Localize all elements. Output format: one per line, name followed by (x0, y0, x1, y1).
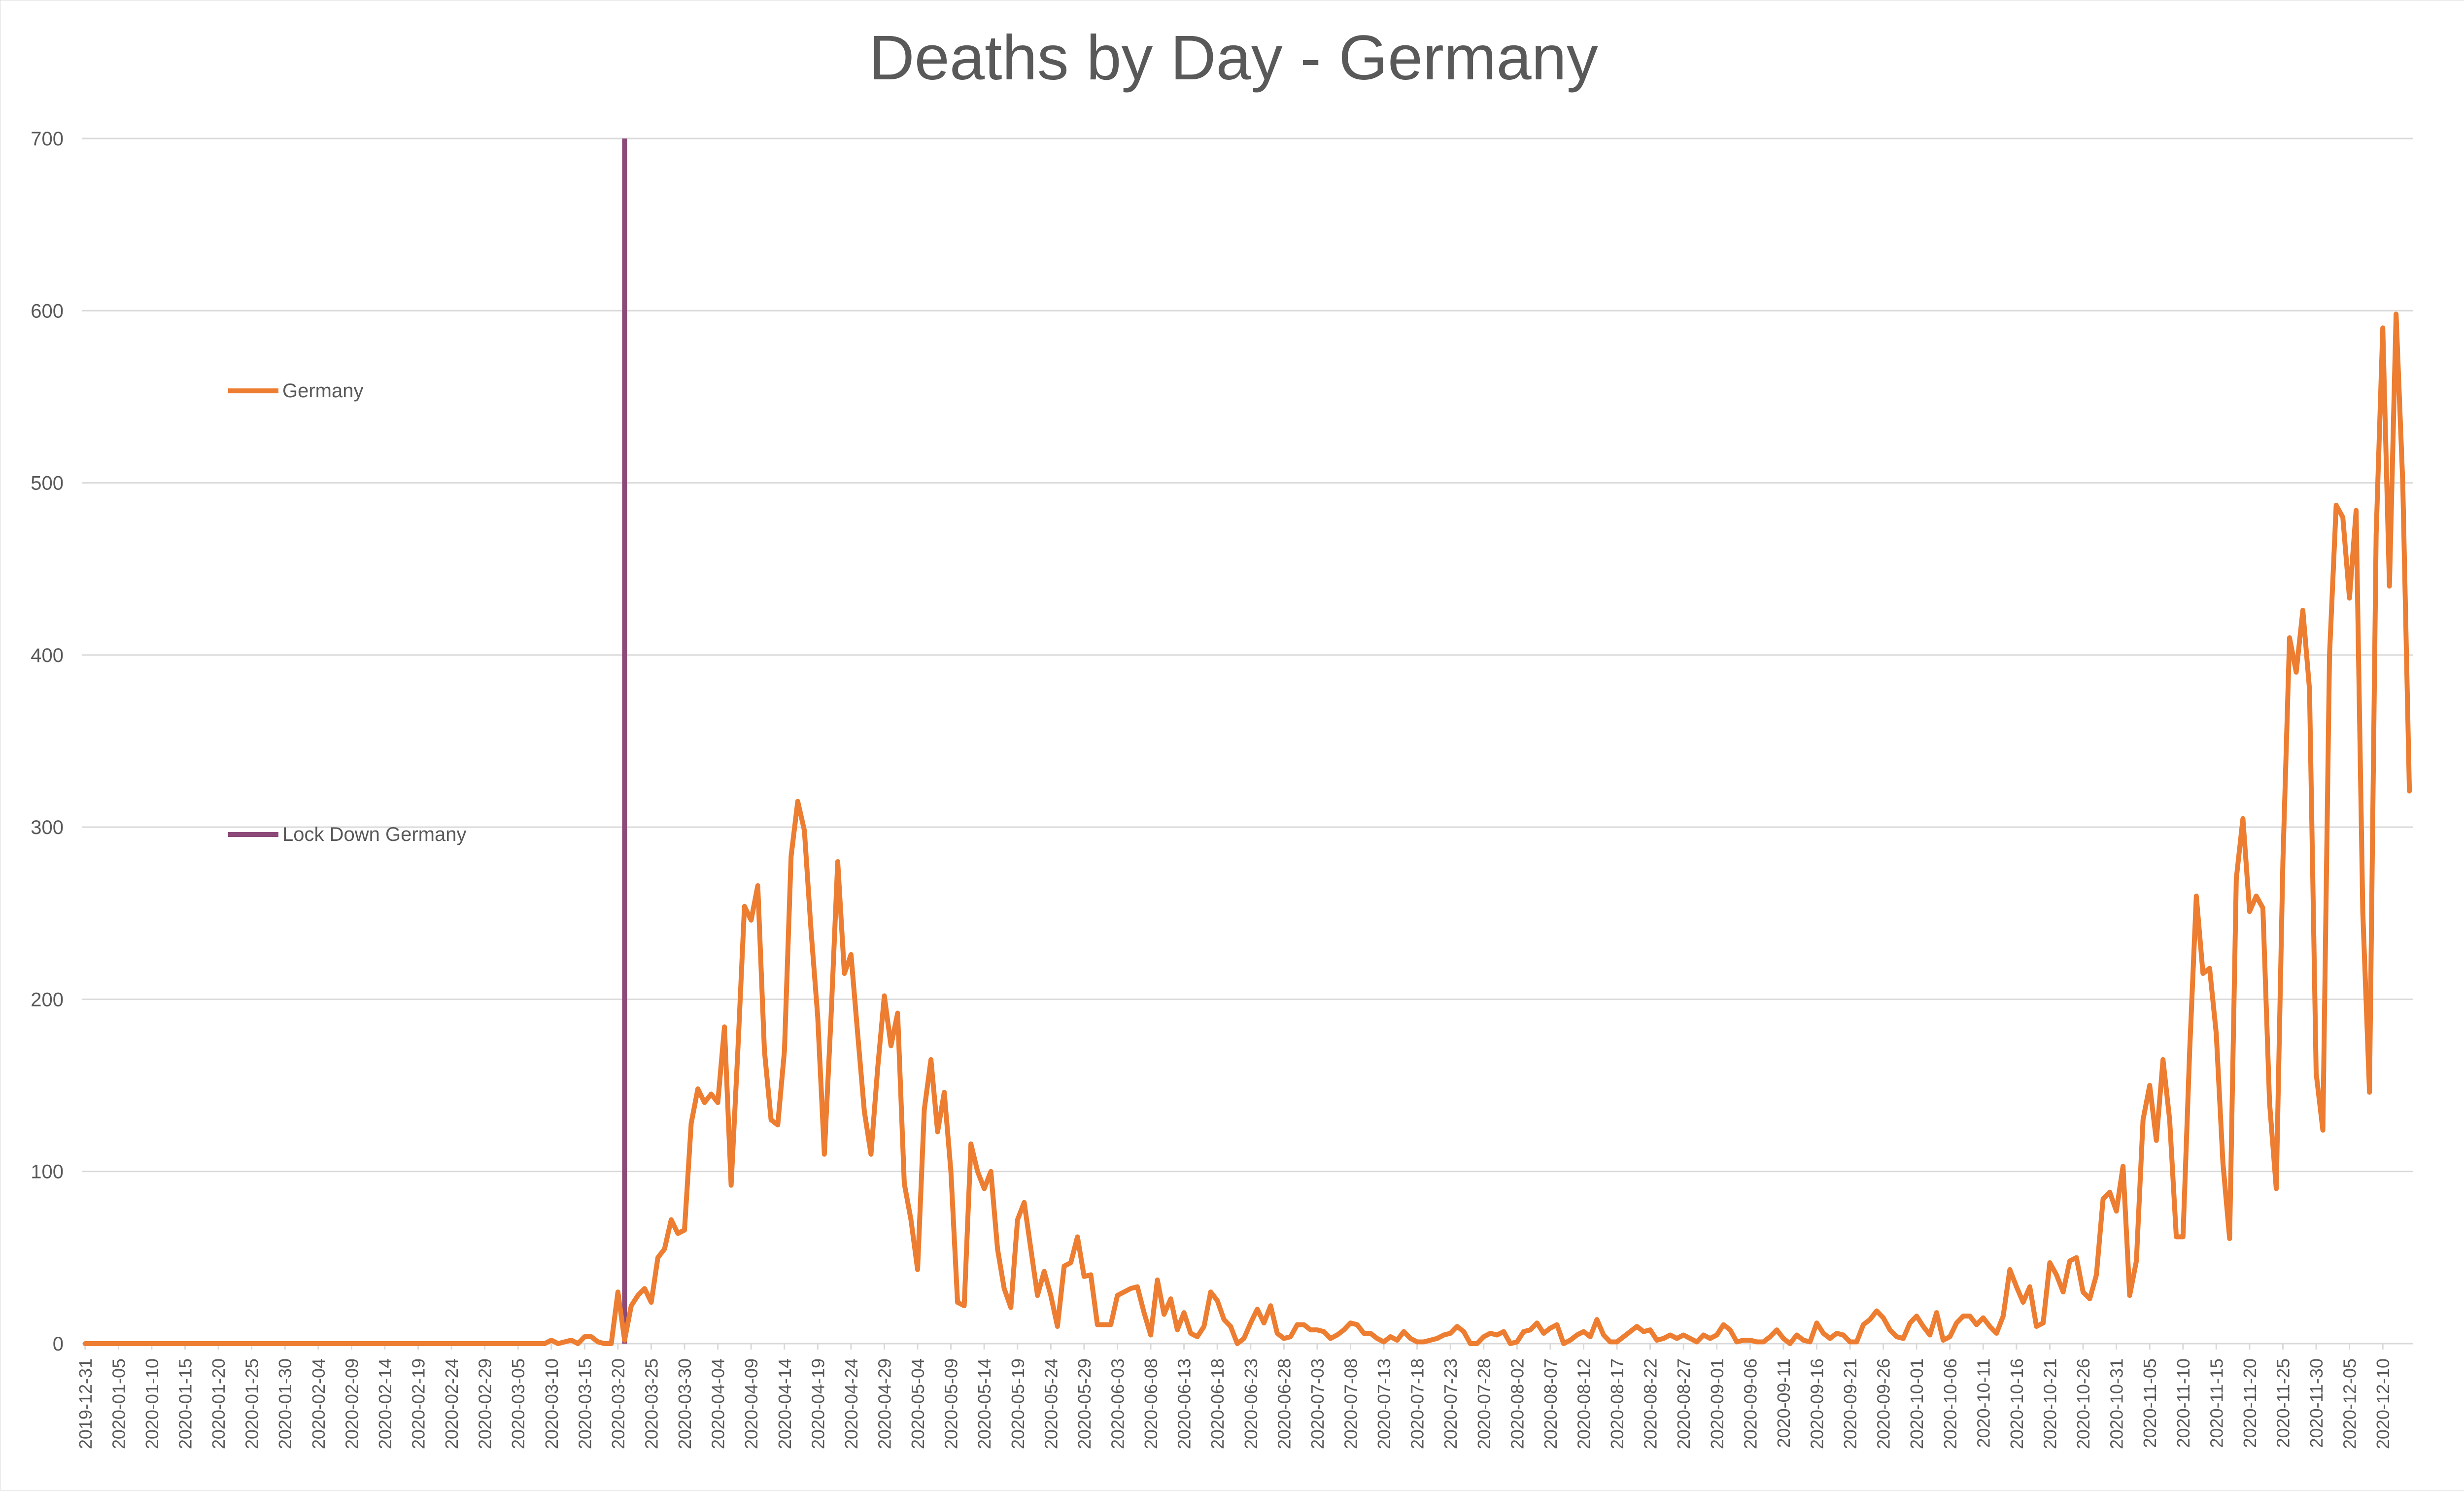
y-tick-label-200: 200 (31, 989, 64, 1010)
x-tick-label-2: 2020-01-10 (142, 1358, 162, 1449)
x-tick-label-13: 2020-03-05 (508, 1358, 528, 1449)
x-tick-label-8: 2020-02-09 (342, 1358, 362, 1449)
y-tick-label-700: 700 (31, 128, 64, 150)
y-tick-label-600: 600 (31, 300, 64, 322)
x-tick-label-62: 2020-11-05 (2140, 1358, 2160, 1448)
x-tick-label-0: 2019-12-31 (75, 1358, 96, 1449)
x-tick-label-29: 2020-05-24 (1041, 1358, 1061, 1449)
x-tick-label-42: 2020-07-28 (1474, 1358, 1494, 1449)
x-tick-label-25: 2020-05-04 (908, 1358, 928, 1449)
x-tick-label-7: 2020-02-04 (308, 1358, 329, 1449)
x-tick-label-12: 2020-02-29 (475, 1358, 495, 1449)
series-layer (82, 139, 2412, 1346)
x-tick-label-38: 2020-07-08 (1340, 1358, 1361, 1449)
x-tick-label-4: 2020-01-20 (208, 1358, 229, 1449)
x-tick-label-33: 2020-06-13 (1174, 1358, 1195, 1449)
x-tick-label-36: 2020-06-28 (1274, 1358, 1294, 1449)
x-tick-label-59: 2020-10-21 (2040, 1358, 2060, 1449)
y-tick-label-100: 100 (31, 1161, 64, 1183)
x-tick-label-45: 2020-08-12 (1574, 1358, 1594, 1449)
x-tick-label-39: 2020-07-13 (1374, 1358, 1394, 1449)
x-tick-label-20: 2020-04-09 (741, 1358, 761, 1449)
x-tick-label-17: 2020-03-25 (641, 1358, 661, 1449)
legend-label-germany: Germany (282, 380, 364, 402)
x-tick-label-11: 2020-02-24 (442, 1358, 462, 1449)
x-tick-label-68: 2020-12-05 (2340, 1358, 2360, 1449)
x-tick-label-10: 2020-02-19 (408, 1358, 428, 1449)
y-tick-label-500: 500 (31, 473, 64, 494)
x-tick-label-16: 2020-03-20 (608, 1358, 628, 1449)
x-tick-label-67: 2020-11-30 (2306, 1358, 2327, 1448)
x-tick-label-15: 2020-03-15 (575, 1358, 595, 1449)
y-axis: 0 100 200 300 400 500 600 700 (31, 128, 64, 1355)
x-tick-label-14: 2020-03-10 (542, 1358, 562, 1449)
y-tick-label-300: 300 (31, 817, 64, 838)
x-tick-label-5: 2020-01-25 (242, 1358, 262, 1449)
legend: Germany Lock Down Germany (228, 380, 466, 845)
x-tick-label-41: 2020-07-23 (1440, 1358, 1461, 1449)
x-tick-label-18: 2020-03-30 (675, 1358, 695, 1449)
x-tick-label-47: 2020-08-22 (1641, 1358, 1661, 1449)
chart-title: Deaths by Day - Germany (869, 23, 1598, 93)
x-tick-label-50: 2020-09-06 (1740, 1358, 1760, 1449)
x-tick-label-28: 2020-05-19 (1008, 1358, 1028, 1449)
x-tick-label-31: 2020-06-03 (1107, 1358, 1128, 1449)
y-tick-label-0: 0 (53, 1333, 64, 1355)
x-tick-label-9: 2020-02-14 (375, 1358, 395, 1449)
x-tick-label-44: 2020-08-07 (1540, 1358, 1561, 1449)
series-line-germany (82, 312, 2412, 1346)
x-tick-label-3: 2020-01-15 (175, 1358, 195, 1449)
x-tick-label-35: 2020-06-23 (1241, 1358, 1261, 1449)
x-tick-label-26: 2020-05-09 (941, 1358, 961, 1449)
x-tick-label-23: 2020-04-24 (841, 1358, 861, 1449)
x-tick-label-48: 2020-08-27 (1674, 1358, 1694, 1449)
x-tick-label-54: 2020-09-26 (1874, 1358, 1894, 1449)
x-tick-label-30: 2020-05-29 (1074, 1358, 1095, 1449)
x-tick-label-32: 2020-06-08 (1141, 1358, 1161, 1449)
x-tick-label-65: 2020-11-20 (2240, 1358, 2260, 1448)
x-tick-label-21: 2020-04-14 (775, 1358, 795, 1449)
gridlines (82, 138, 2413, 1345)
x-tick-label-43: 2020-08-02 (1507, 1358, 1527, 1449)
x-tick-label-57: 2020-10-11 (1973, 1358, 1993, 1448)
x-tick-label-63: 2020-11-10 (2173, 1358, 2193, 1448)
x-tick-label-53: 2020-09-21 (1840, 1358, 1860, 1449)
x-tick-label-40: 2020-07-18 (1407, 1358, 1428, 1449)
x-tick-label-24: 2020-04-29 (874, 1358, 894, 1449)
x-tick-label-55: 2020-10-01 (1907, 1358, 1927, 1449)
x-tick-label-69: 2020-12-10 (2373, 1358, 2393, 1449)
x-tick-label-1: 2020-01-05 (108, 1358, 129, 1449)
x-tick-label-58: 2020-10-16 (2007, 1358, 2027, 1449)
x-tick-label-60: 2020-10-26 (2073, 1358, 2093, 1449)
x-tick-label-46: 2020-08-17 (1607, 1358, 1627, 1449)
x-tick-label-27: 2020-05-14 (974, 1358, 994, 1449)
x-tick-label-64: 2020-11-15 (2206, 1358, 2226, 1448)
x-tick-label-34: 2020-06-18 (1207, 1358, 1228, 1449)
x-tick-label-51: 2020-09-11 (1774, 1358, 1794, 1448)
x-axis: 2019-12-31 2020-01-05 2020-01-10 2020-01-15… (75, 1344, 2393, 1449)
x-tick-label-56: 2020-10-06 (1940, 1358, 1960, 1449)
x-tick-label-66: 2020-11-25 (2273, 1358, 2293, 1448)
x-tick-label-52: 2020-09-16 (1807, 1358, 1827, 1449)
x-tick-label-61: 2020-10-31 (2107, 1358, 2127, 1449)
y-tick-label-400: 400 (31, 645, 64, 666)
x-tick-label-22: 2020-04-19 (808, 1358, 828, 1449)
x-tick-label-49: 2020-09-01 (1707, 1358, 1727, 1449)
x-tick-label-6: 2020-01-30 (275, 1358, 295, 1449)
x-tick-label-37: 2020-07-03 (1307, 1358, 1328, 1449)
x-tick-label-19: 2020-04-04 (708, 1358, 728, 1449)
legend-label-lockdown: Lock Down Germany (282, 824, 466, 845)
